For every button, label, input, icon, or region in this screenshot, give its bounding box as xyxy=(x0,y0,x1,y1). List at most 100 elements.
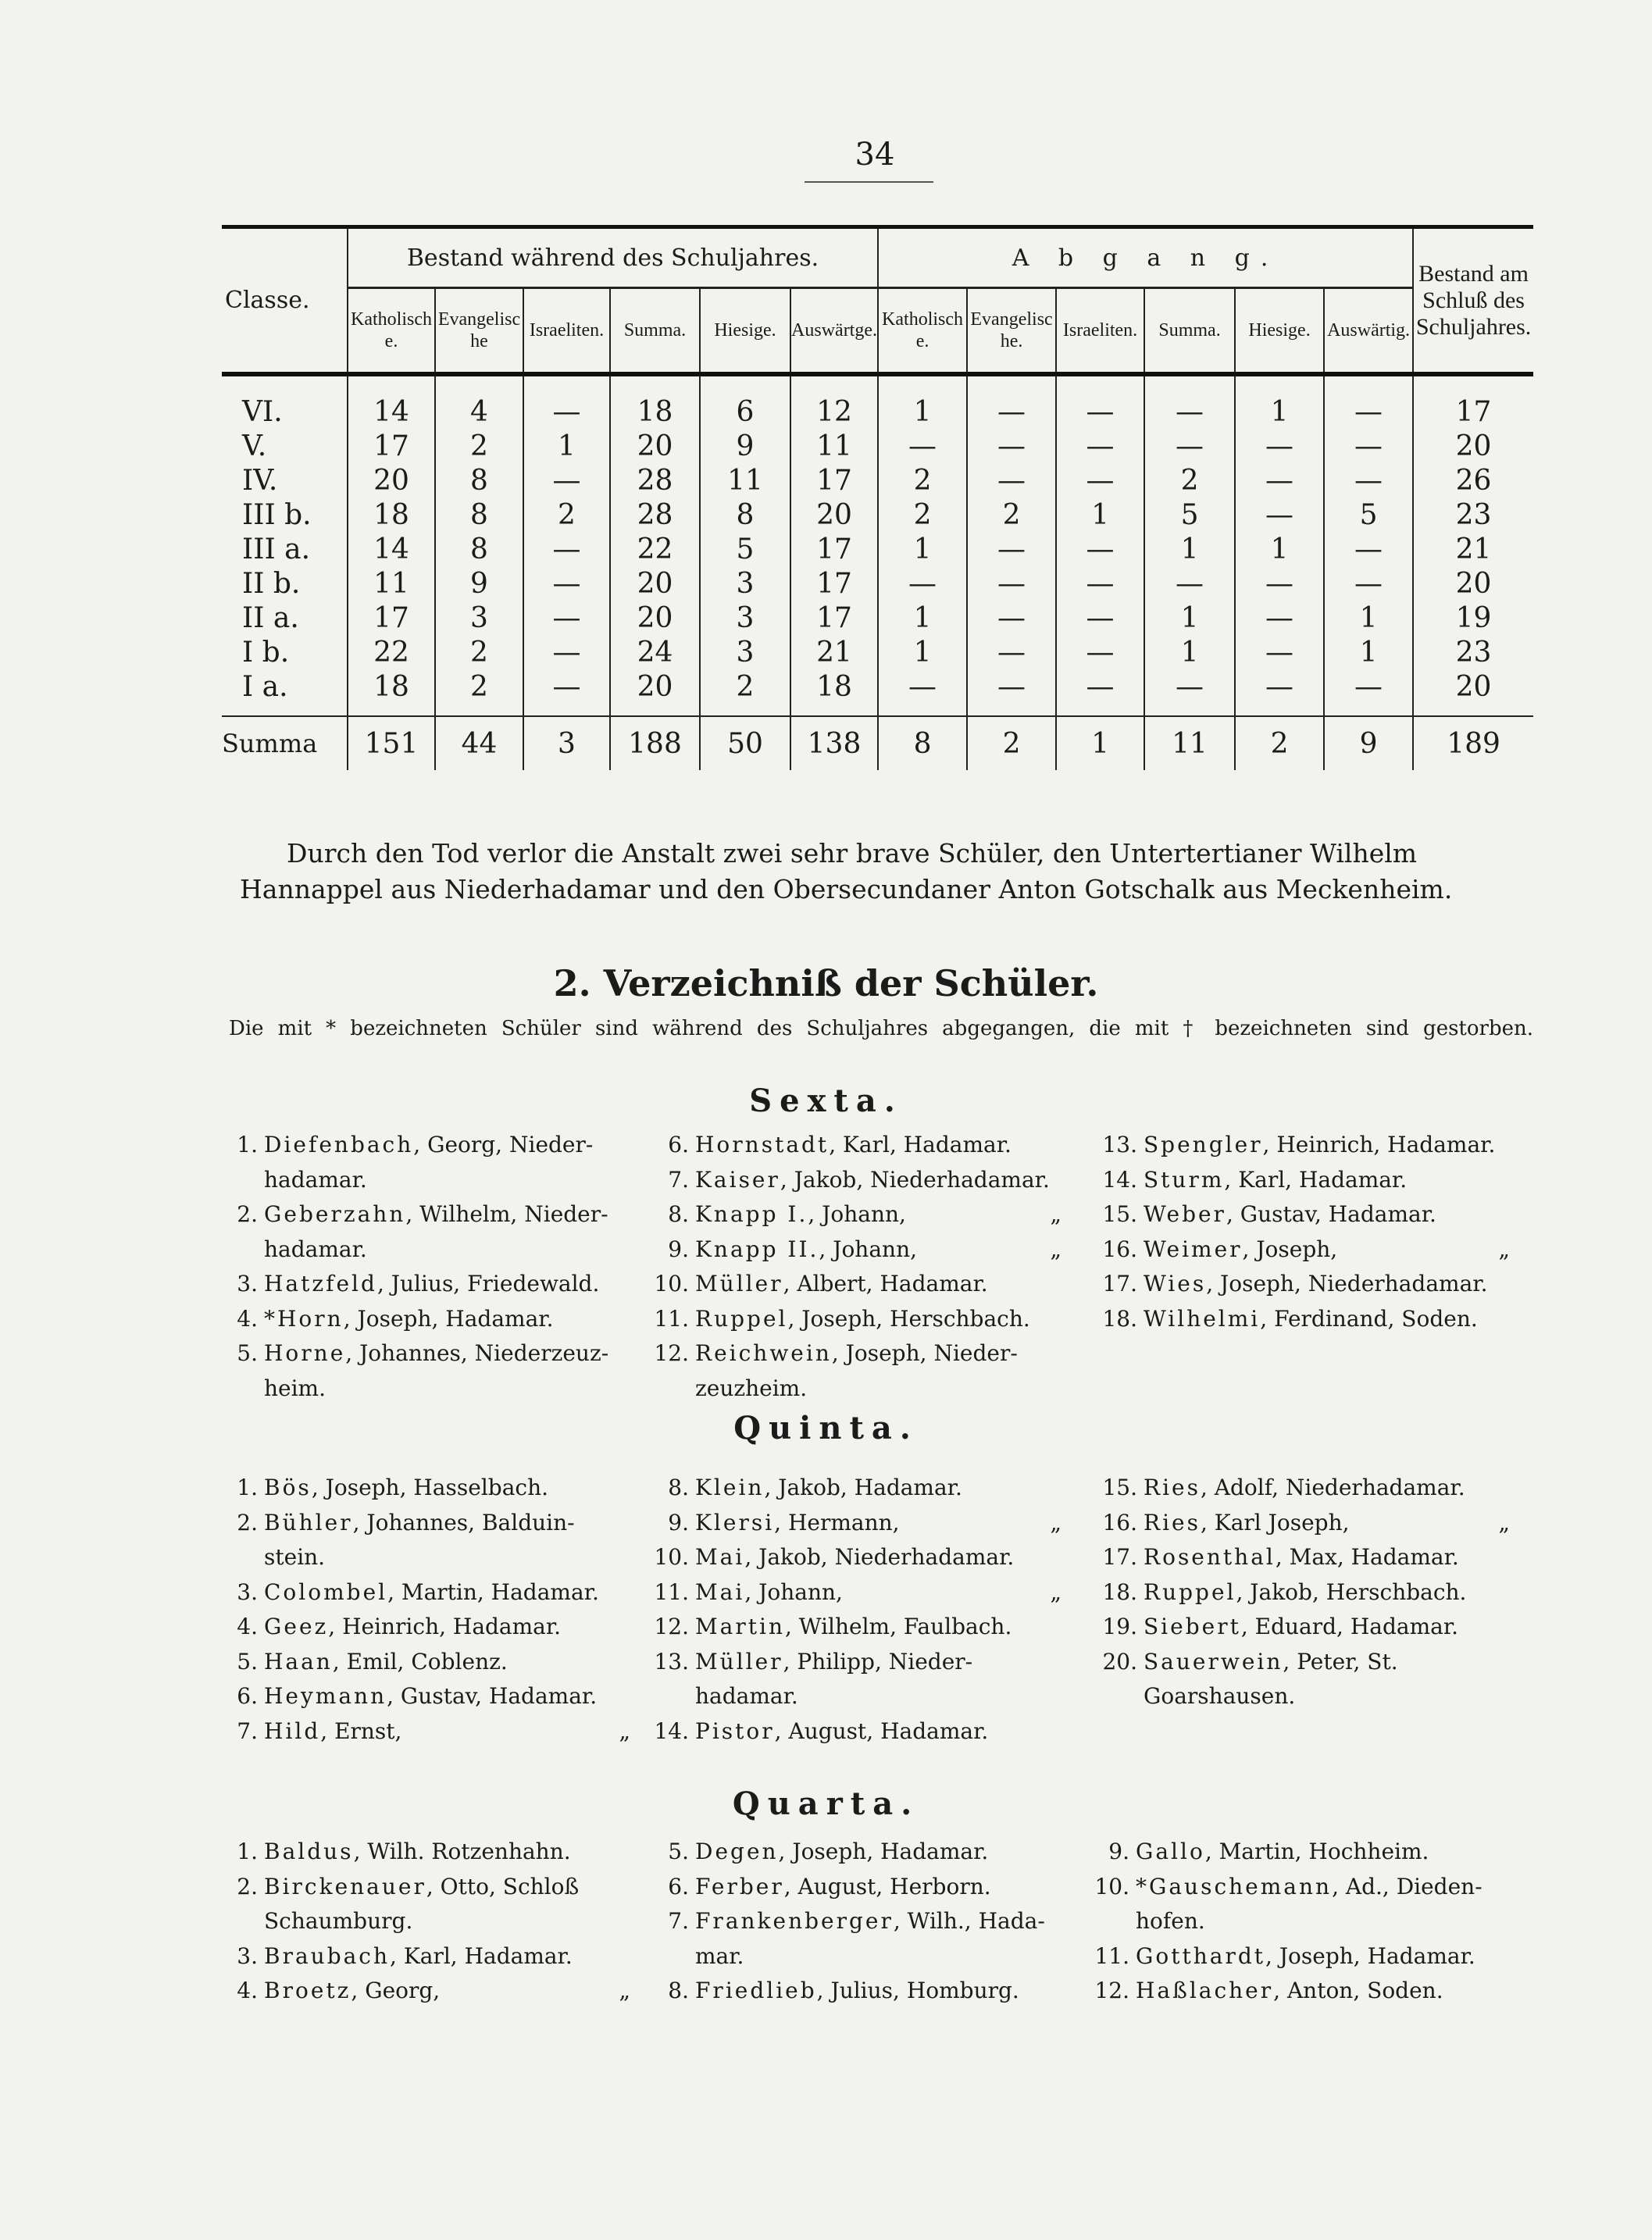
student-details: , Heinrich, Hadamar. xyxy=(328,1614,562,1639)
student-details: , Wilh. Rotzenhahn. xyxy=(353,1839,571,1864)
table-spacer-cell xyxy=(609,704,700,716)
row-classe: IV. xyxy=(242,465,278,497)
summa-value: 189 xyxy=(1412,715,1534,770)
table-spacer-cell xyxy=(1323,704,1414,716)
student-number: 1. xyxy=(237,1839,258,1864)
student-surname: Knapp II. xyxy=(695,1236,819,1262)
row-value: 23 xyxy=(1412,636,1534,670)
row-value: 21 xyxy=(789,636,879,670)
student-number: 9. xyxy=(1108,1839,1129,1864)
table-spacer-cell xyxy=(1144,704,1236,716)
student-number: 13. xyxy=(1102,1132,1137,1157)
row-value: 2 xyxy=(1144,464,1236,498)
student-number: 10. xyxy=(654,1271,689,1297)
student-number: 15. xyxy=(1102,1201,1137,1227)
student-details: , Ferdinand, Soden. xyxy=(1260,1305,1478,1332)
table-spacer-cell xyxy=(434,374,523,395)
student-entry-line: 17. Wies, Joseph, Niederhadamar. xyxy=(1100,1267,1522,1302)
row-value: — xyxy=(1234,498,1325,533)
row-value: 26 xyxy=(1412,464,1534,498)
student-entry-line: 3. Colombel, Martin, Hadamar. xyxy=(220,1575,642,1610)
student-entry-line: 12. Martin, Wilhelm, Faulbach. xyxy=(651,1610,1073,1645)
summa-value: 188 xyxy=(609,715,700,770)
row-value: — xyxy=(1144,567,1236,601)
student-details: , Joseph, Herschbach. xyxy=(787,1305,1030,1332)
student-entry: 10. Mai, Jakob, Niederhadamar. xyxy=(651,1540,1073,1575)
student-surname: Birckenauer xyxy=(264,1873,426,1899)
student-entry: 11. Ruppel, Joseph, Herschbach. xyxy=(651,1302,1073,1337)
student-surname: Klersi xyxy=(695,1509,775,1536)
student-column: 1. Baldus, Wilh. Rotzenhahn. 2. Birckenauer… xyxy=(220,1835,642,2009)
student-entry-line: 19. Siebert, Eduard, Hadamar. xyxy=(1100,1610,1522,1645)
student-surname: Hild xyxy=(264,1717,321,1744)
row-classe: III a. xyxy=(242,533,311,565)
row-value: — xyxy=(1234,567,1325,601)
row-value: — xyxy=(1323,395,1414,430)
student-surname: Weimer xyxy=(1144,1236,1243,1262)
student-details: , Julius, Homburg. xyxy=(816,1978,1019,2003)
student-entry: 1. Bös, Joseph, Hasselbach. xyxy=(220,1471,642,1506)
summa-value: 9 xyxy=(1323,715,1414,770)
student-number: 6. xyxy=(668,1132,689,1157)
row-value: — xyxy=(1055,601,1145,636)
student-number: 5. xyxy=(237,1340,258,1366)
student-entry-line: 2. Birckenauer, Otto, Schloß xyxy=(220,1870,642,1905)
student-entry: 12. Haßlacher, Anton, Soden. xyxy=(1092,1974,1514,2009)
student-number: 17. xyxy=(1102,1544,1137,1570)
student-surname: *Gauschemann xyxy=(1136,1873,1333,1899)
student-entry-line: 6. Heymann, Gustav, Hadamar. xyxy=(220,1679,642,1714)
row-value: — xyxy=(1323,430,1414,464)
row-value: 22 xyxy=(347,636,435,670)
student-entry-line: 16. Weimer, Joseph, xyxy=(1100,1232,1522,1268)
row-value: 3 xyxy=(434,601,523,636)
student-details: , Joseph, xyxy=(1242,1236,1338,1262)
header-bestand-end: Bestand am Schluß des Schuljahres. xyxy=(1412,226,1534,376)
row-value: 21 xyxy=(1412,533,1534,567)
row-value: 11 xyxy=(699,464,790,498)
student-number: 9. xyxy=(668,1236,689,1262)
row-value: 17 xyxy=(347,430,435,464)
student-entry: 11. Gotthardt, Joseph, Hadamar. xyxy=(1092,1939,1514,1974)
table-row: I b. 22 2—24 3 21 1— —1—1 23 xyxy=(222,636,1534,670)
summa-value: 44 xyxy=(434,715,523,770)
table-spacer-cell xyxy=(1144,374,1236,395)
student-entry-line: 3. Hatzfeld, Julius, Friedewald. xyxy=(220,1267,642,1302)
student-details: , Karl, Hadamar. xyxy=(390,1942,573,1969)
student-number: 4. xyxy=(237,1978,258,2003)
student-surname: Heymann xyxy=(264,1683,387,1709)
student-details: , Joseph, Hadamar. xyxy=(1265,1942,1475,1969)
row-value: 20 xyxy=(609,670,700,704)
student-number: 9. xyxy=(668,1509,689,1536)
student-entry: 10. *Gauschemann, Ad., Dieden-hofen. xyxy=(1092,1870,1514,1939)
table-row: II b. 11 9—20 3 17— — — — — —20 xyxy=(222,567,1534,601)
student-entry: 11. Mai, Johann, „ xyxy=(651,1575,1073,1610)
row-value: — xyxy=(523,601,610,636)
row-value: — xyxy=(877,567,968,601)
student-surname: Ries xyxy=(1144,1509,1201,1536)
row-value: — xyxy=(1323,533,1414,567)
row-value: 18 xyxy=(347,670,435,704)
row-value: 17 xyxy=(789,567,879,601)
summa-label: Summa xyxy=(222,715,348,770)
student-surname: Kaiser xyxy=(695,1166,780,1193)
student-entry-line: 20. Sauerwein, Peter, St. xyxy=(1100,1645,1522,1680)
row-classe: II b. xyxy=(242,568,301,600)
student-entry: 4. *Horn, Joseph, Hadamar. xyxy=(220,1302,642,1337)
student-number: 7. xyxy=(668,1908,689,1934)
student-details-continued: heim. xyxy=(264,1375,326,1401)
row-value: 17 xyxy=(789,464,879,498)
row-value: 1 xyxy=(877,601,968,636)
row-value: 14 xyxy=(347,395,435,430)
student-entry-line: 8. Friedlieb, Julius, Homburg. xyxy=(651,1974,1073,2009)
row-value: 17 xyxy=(347,601,435,636)
row-value: 20 xyxy=(347,464,435,498)
student-details: , Karl Joseph, xyxy=(1200,1509,1350,1536)
student-entry: 7. Kaiser, Jakob, Niederhadamar. xyxy=(651,1163,1073,1198)
student-entry: 2. Bühler, Johannes, Balduin-stein. xyxy=(220,1506,642,1575)
student-number: 8. xyxy=(668,1978,689,2003)
table-spacer-cell xyxy=(1234,704,1325,716)
student-surname: Broetz xyxy=(264,1978,351,2003)
student-details: , Ernst, xyxy=(320,1717,402,1744)
student-entry-line: 10. Mai, Jakob, Niederhadamar. xyxy=(651,1540,1073,1575)
table-row: VI. 14 4—18 6 12 1— — —1—17 xyxy=(222,395,1534,430)
